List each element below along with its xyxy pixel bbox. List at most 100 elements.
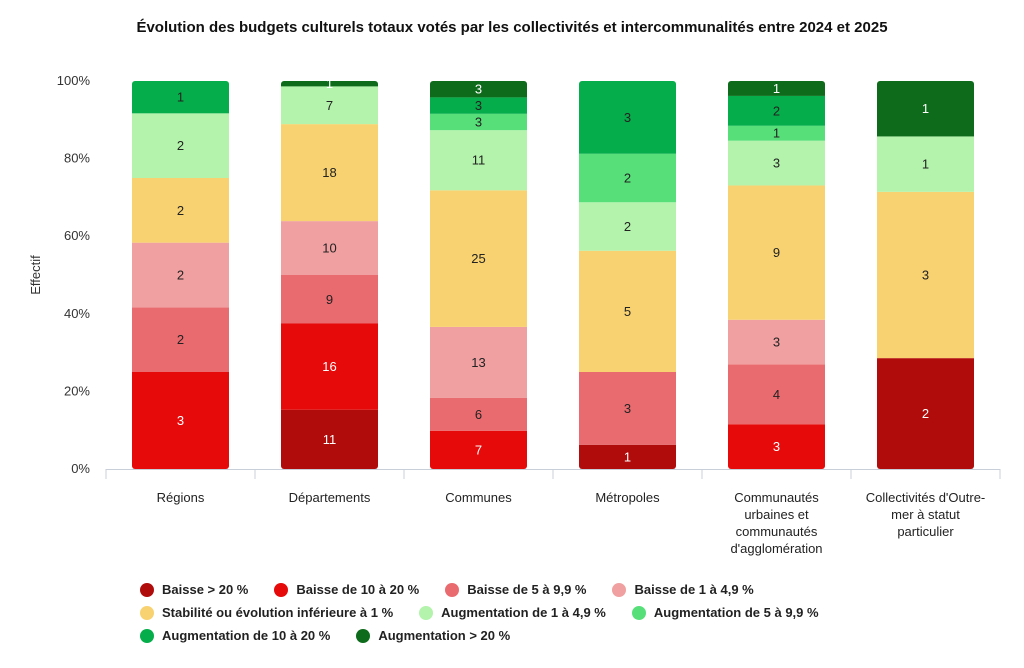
- data-label: 13: [471, 355, 485, 370]
- data-label: 6: [475, 407, 482, 422]
- legend-label: Augmentation > 20 %: [378, 628, 511, 643]
- data-label: 5: [624, 304, 631, 319]
- legend-item[interactable]: Augmentation de 10 à 20 %: [140, 628, 330, 643]
- data-label: 18: [322, 165, 336, 180]
- bar-segment: [430, 397, 527, 431]
- bar-segment: [132, 113, 229, 178]
- y-tick-label: 80%: [64, 151, 90, 166]
- legend-marker: [612, 582, 627, 597]
- bar-segment: [877, 191, 974, 359]
- chart: Évolution des budgets culturels totaux v…: [28, 19, 1001, 556]
- legend-marker: [445, 582, 460, 597]
- data-label: 2: [922, 406, 929, 421]
- data-label: 3: [475, 98, 482, 113]
- bar-segment: [281, 275, 378, 324]
- y-tick-label: 100%: [57, 73, 91, 88]
- data-label: 2: [177, 268, 184, 283]
- bar-segment: [132, 372, 229, 469]
- data-label: 11: [472, 153, 486, 168]
- x-category-label: Communautés urbaines et communautés d'agglo…: [730, 490, 822, 556]
- data-label: 7: [326, 98, 333, 113]
- bar-stack: [132, 81, 229, 469]
- bar-segment: [728, 424, 825, 469]
- legend-marker: [356, 628, 371, 643]
- bar-segment: [877, 358, 974, 469]
- data-label: 1: [773, 81, 780, 96]
- data-label: 2: [624, 219, 631, 234]
- y-tick-label: 20%: [64, 383, 90, 398]
- bar-segment: [132, 242, 229, 308]
- legend-marker: [140, 582, 154, 597]
- x-axis: Régions Départements Communes Métropoles Com…: [105, 469, 1001, 556]
- bar-segment: [579, 81, 676, 154]
- legend-row: Stabilité ou évolution inférieure à 1 % A…: [140, 601, 1000, 624]
- legend-item[interactable]: Baisse de 1 à 4,9 %: [612, 582, 754, 597]
- x-category-label: Collectivités d'Outre-mer à statut partic…: [866, 490, 986, 539]
- data-label: 1: [624, 449, 631, 464]
- data-label: 1: [326, 76, 333, 91]
- bar-segment: [728, 364, 825, 425]
- bar-segment: [132, 81, 229, 114]
- data-label: 2: [177, 138, 184, 153]
- data-label: 16: [322, 359, 336, 374]
- y-tick-label: 60%: [64, 228, 90, 243]
- bar-segment: [430, 326, 527, 398]
- data-label: 2: [773, 103, 780, 118]
- legend-label: Augmentation de 5 à 9,9 %: [653, 605, 819, 620]
- data-label: 2: [177, 203, 184, 218]
- bar-segment: [579, 250, 676, 372]
- legend-label: Stabilité ou évolution inférieure à 1 %: [162, 605, 394, 620]
- legend-item[interactable]: Baisse > 20 %: [140, 582, 248, 597]
- data-label: 3: [773, 335, 780, 350]
- bar-stack: [877, 81, 974, 469]
- data-label: 3: [773, 439, 780, 454]
- data-label: 3: [624, 110, 631, 125]
- x-category-label: Métropoles: [595, 490, 660, 505]
- bar-segment: [728, 140, 825, 186]
- data-label: 1: [773, 126, 780, 141]
- bar-segment: [728, 81, 825, 96]
- x-category-label: Communes: [445, 490, 512, 505]
- data-label: 2: [624, 171, 631, 186]
- legend-marker: [419, 605, 434, 620]
- legend-row: Augmentation de 10 à 20 % Augmentation > …: [140, 624, 1000, 647]
- legend-marker: [274, 582, 289, 597]
- data-label: 3: [922, 268, 929, 283]
- data-label: 9: [326, 292, 333, 307]
- bar-segment: [430, 113, 527, 131]
- data-label: 3: [624, 401, 631, 416]
- data-label: 11: [323, 432, 337, 447]
- bar-segment: [430, 130, 527, 191]
- data-label: 1: [177, 90, 184, 105]
- bars: 3222211116910187176132511333135223343931…: [132, 76, 974, 469]
- data-label: 3: [177, 413, 184, 428]
- legend-label: Baisse de 5 à 9,9 %: [467, 582, 587, 597]
- y-tick-label: 40%: [64, 306, 90, 321]
- legend-marker: [140, 605, 154, 620]
- bar-segment: [430, 190, 527, 327]
- legend-item[interactable]: Augmentation de 5 à 9,9 %: [631, 605, 819, 620]
- legend-item[interactable]: Stabilité ou évolution inférieure à 1 %: [140, 605, 393, 620]
- bar-segment: [579, 202, 676, 251]
- bar-segment: [728, 95, 825, 126]
- data-label: 10: [322, 241, 336, 256]
- legend: Baisse > 20 % Baisse de 10 à 20 % Baisse d…: [140, 578, 1000, 647]
- legend-marker: [631, 605, 646, 620]
- legend-marker: [140, 628, 154, 643]
- bar-segment: [281, 86, 378, 125]
- legend-item[interactable]: Baisse de 10 à 20 %: [274, 582, 419, 597]
- legend-item[interactable]: Baisse de 5 à 9,9 %: [445, 582, 586, 597]
- bar-segment: [430, 81, 527, 98]
- y-axis-ticks: 0% 20% 40% 60% 80% 100%: [57, 73, 91, 476]
- bar-segment: [728, 125, 825, 141]
- bar-segment: [877, 136, 974, 192]
- bar-segment: [430, 97, 527, 114]
- legend-item[interactable]: Augmentation > 20 %: [356, 628, 510, 643]
- legend-row: Baisse > 20 % Baisse de 10 à 20 % Baisse d…: [140, 578, 1000, 601]
- legend-item[interactable]: Augmentation de 1 à 4,9 %: [419, 605, 606, 620]
- bar-segment: [281, 409, 378, 469]
- data-label: 3: [475, 82, 482, 97]
- x-category-label: Régions: [157, 490, 205, 505]
- legend-label: Baisse de 1 à 4,9 %: [634, 582, 754, 597]
- bar-stack: [728, 81, 825, 469]
